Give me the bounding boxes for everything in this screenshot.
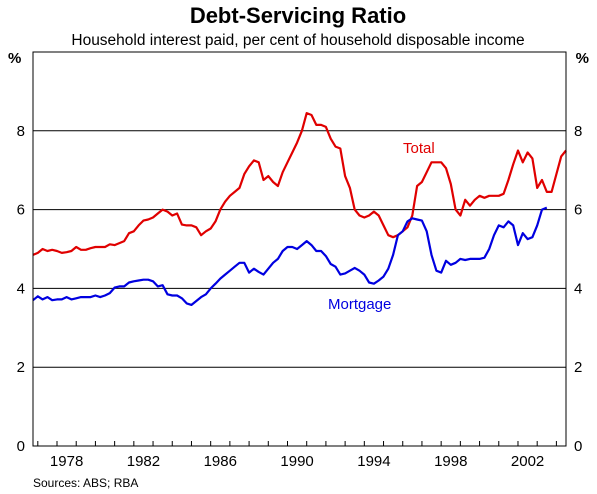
x-tick-label-1978: 1978 (50, 453, 83, 470)
gridlines (33, 130, 566, 368)
x-tick-label-1998: 1998 (434, 453, 467, 470)
series-line-total (32, 112, 567, 256)
x-tick-label-1994: 1994 (357, 453, 390, 470)
y-tick-right-4: 4 (574, 280, 582, 297)
chart-title: Debt-Servicing Ratio (190, 3, 406, 28)
y-unit-left: % (8, 50, 21, 67)
y-tick-left-8: 8 (17, 123, 25, 140)
series-label-mortgage: Mortgage (328, 296, 391, 313)
y-tick-left-4: 4 (17, 280, 25, 297)
y-tick-right-6: 6 (574, 202, 582, 219)
x-tick-label-1986: 1986 (204, 453, 237, 470)
y-tick-right-2: 2 (574, 359, 582, 376)
y-tick-right-0: 0 (574, 438, 582, 455)
y-tick-right-8: 8 (574, 123, 582, 140)
x-tick-labels: 1978 1982 1986 1990 1994 1998 2002 (37, 441, 557, 470)
plot-frame (32, 51, 567, 447)
x-tick-label-2002: 2002 (511, 453, 544, 470)
y-tick-left-6: 6 (17, 202, 25, 219)
y-tick-left-0: 0 (17, 438, 25, 455)
x-tick-label-1982: 1982 (127, 453, 160, 470)
chart-subtitle: Household interest paid, per cent of hou… (71, 32, 524, 49)
series-label-total: Total (403, 140, 435, 157)
y-tick-labels: 0 0 2 2 4 4 6 6 8 8 (17, 123, 583, 455)
source-note: Sources: ABS; RBA (33, 476, 138, 490)
series-lines (32, 112, 567, 306)
x-tick-label-1990: 1990 (280, 453, 313, 470)
series-line-mortgage (32, 206, 548, 306)
y-unit-right: % (576, 50, 589, 67)
y-tick-left-2: 2 (17, 359, 25, 376)
